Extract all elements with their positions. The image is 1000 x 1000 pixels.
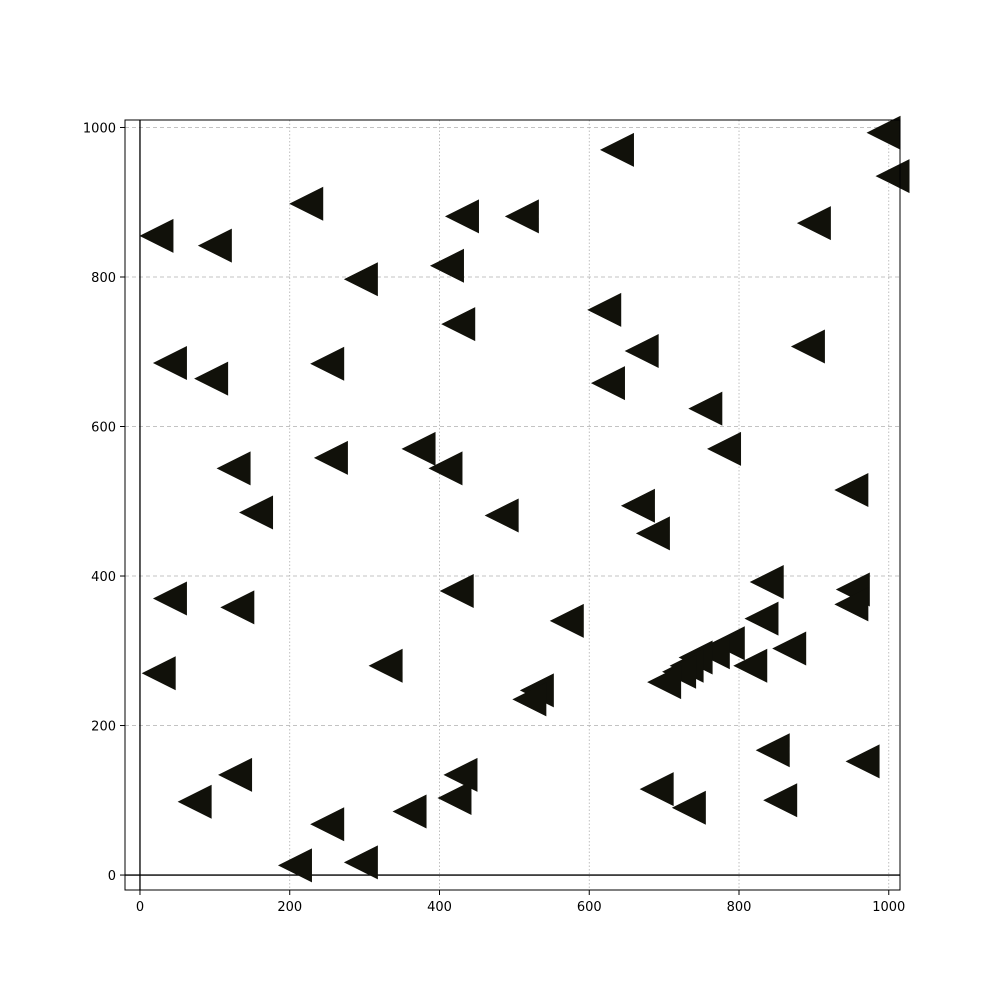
data-point — [755, 733, 790, 768]
data-point — [194, 361, 229, 396]
data-point — [289, 186, 324, 221]
data-point — [790, 329, 825, 364]
x-tick-label: 600 — [577, 900, 602, 915]
data-point — [177, 784, 212, 819]
data-point — [429, 248, 464, 283]
data-point — [590, 366, 625, 401]
data-point — [834, 587, 869, 622]
data-point — [139, 218, 174, 253]
data-point — [635, 516, 670, 551]
data-point — [277, 848, 312, 883]
data-point — [671, 790, 706, 825]
data-point — [141, 656, 176, 691]
data-point — [152, 345, 187, 380]
data-point — [599, 132, 634, 167]
data-point — [392, 794, 427, 829]
data-point — [620, 488, 655, 523]
zero-lines — [125, 120, 900, 890]
data-point — [444, 199, 479, 234]
y-tick-label: 200 — [91, 720, 116, 735]
y-tick-label: 0 — [108, 869, 116, 884]
data-point — [152, 581, 187, 616]
data-point — [310, 346, 345, 381]
data-point — [772, 631, 807, 666]
data-point — [368, 648, 403, 683]
x-tick-label: 0 — [136, 900, 144, 915]
data-point — [504, 199, 539, 234]
data-point — [439, 573, 474, 608]
data-point — [437, 781, 472, 816]
data-point — [484, 498, 519, 533]
grid-layer — [125, 120, 900, 890]
plot-frame — [124, 119, 901, 891]
data-point — [313, 440, 348, 475]
data-point — [796, 206, 831, 241]
data-point — [834, 473, 869, 508]
data-point — [218, 757, 253, 792]
data-point — [549, 603, 584, 638]
data-point — [688, 391, 723, 426]
data-point — [639, 772, 674, 807]
x-tick-label: 1000 — [872, 900, 905, 915]
data-point — [647, 665, 682, 700]
data-point — [343, 262, 378, 297]
data-point — [441, 307, 476, 342]
x-tick-label: 800 — [727, 900, 752, 915]
data-point — [707, 431, 742, 466]
x-tick-label: 200 — [277, 900, 302, 915]
axis-ticks: 0 200 400 600 800 1000 0 200 400 600 800 1000 — [83, 121, 905, 915]
data-point — [695, 635, 730, 670]
data-point — [733, 648, 768, 683]
y-tick-label: 1000 — [83, 121, 116, 136]
data-point — [343, 845, 378, 880]
y-tick-label: 400 — [91, 570, 116, 585]
data-point — [587, 292, 622, 327]
data-point — [749, 565, 784, 599]
data-point — [512, 682, 547, 717]
data-point — [763, 783, 798, 818]
data-point — [239, 495, 274, 530]
data-point — [866, 115, 901, 150]
data-point — [845, 744, 880, 779]
data-point — [401, 431, 436, 466]
data-point — [220, 590, 255, 625]
data-point — [216, 451, 251, 486]
x-tick-label: 400 — [427, 900, 452, 915]
y-tick-label: 600 — [91, 421, 116, 436]
data-point — [875, 159, 910, 194]
data-point — [310, 807, 345, 842]
data-point — [197, 228, 232, 263]
data-markers — [139, 115, 910, 883]
data-point — [624, 334, 659, 368]
y-tick-label: 800 — [91, 271, 116, 286]
data-point — [428, 451, 463, 486]
data-point — [744, 601, 779, 636]
